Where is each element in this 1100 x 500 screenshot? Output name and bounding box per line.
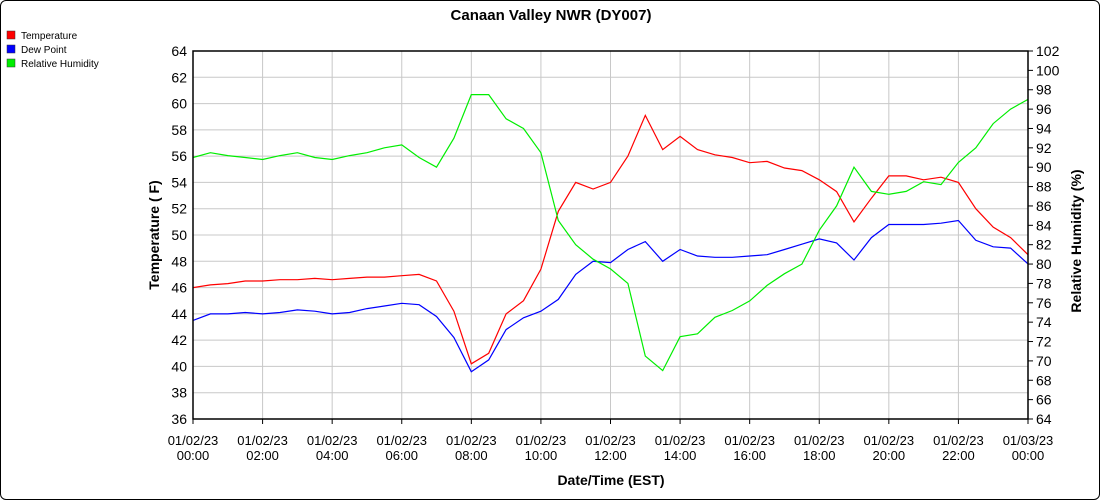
y2-tick-label: 84 (1036, 217, 1052, 233)
x-tick-date: 01/02/23 (446, 433, 497, 448)
legend-swatch (6, 44, 16, 54)
x-tick-time: 14:00 (664, 448, 697, 463)
x-tick-date: 01/02/23 (864, 433, 915, 448)
y2-tick-label: 94 (1036, 120, 1052, 136)
x-tick-date: 01/02/23 (516, 433, 567, 448)
y2-tick-label: 92 (1036, 140, 1052, 156)
x-tick-time: 06:00 (385, 448, 418, 463)
y-tick-label: 58 (171, 122, 187, 138)
x-tick-date: 01/02/23 (376, 433, 427, 448)
legend: Temperature Dew Point Relative Humidity (6, 30, 99, 70)
y-tick-label: 64 (171, 43, 187, 59)
legend-label: Relative Humidity (21, 59, 99, 70)
legend-label: Temperature (21, 31, 78, 42)
x-tick-time: 16:00 (733, 448, 766, 463)
y-tick-label: 52 (171, 201, 187, 217)
x-tick-time: 18:00 (803, 448, 836, 463)
legend-label: Dew Point (21, 45, 67, 56)
y-axis-label: Temperature ( F) (146, 180, 162, 289)
y-tick-label: 56 (171, 148, 187, 164)
y-tick-label: 48 (171, 253, 187, 269)
y2-axis-label: Relative Humidity (%) (1068, 169, 1084, 312)
y2-tick-label: 80 (1036, 256, 1052, 272)
y-tick-label: 62 (171, 69, 187, 85)
x-tick-date: 01/02/23 (237, 433, 288, 448)
y-tick-label: 60 (171, 96, 187, 112)
y2-tick-label: 86 (1036, 198, 1052, 214)
y2-tick-label: 78 (1036, 275, 1052, 291)
y2-tick-label: 102 (1036, 43, 1060, 59)
y2-tick-label: 66 (1036, 392, 1052, 408)
y2-tick-label: 76 (1036, 295, 1052, 311)
grid (192, 50, 1029, 420)
y2-tick-label: 74 (1036, 314, 1052, 330)
y2-tick-label: 98 (1036, 82, 1052, 98)
x-tick-time: 02:00 (246, 448, 279, 463)
y-tick-label: 54 (171, 174, 187, 190)
x-tick-date: 01/02/23 (724, 433, 775, 448)
y2-tick-label: 90 (1036, 159, 1052, 175)
y-tick-label: 42 (171, 332, 187, 348)
y2-tick-label: 100 (1036, 62, 1060, 78)
x-axis-label: Date/Time (EST) (557, 472, 664, 488)
x-tick-time: 20:00 (873, 448, 906, 463)
x-tick-time: 00:00 (1012, 448, 1045, 463)
legend-swatch (6, 30, 16, 40)
y2-tick-label: 96 (1036, 101, 1052, 117)
y2-tick-label: 70 (1036, 353, 1052, 369)
y2-tick-label: 72 (1036, 334, 1052, 350)
series-line-temperature (192, 113, 1029, 365)
x-tick-date: 01/02/23 (168, 433, 219, 448)
axes: 36 38 40 42 44 46 48 50 52 54 56 58 60 62 64 64 66 68 70 72… (168, 43, 1060, 463)
x-tick-date: 01/02/23 (655, 433, 706, 448)
plot-border (192, 50, 1029, 420)
y2-tick-label: 88 (1036, 179, 1052, 195)
y2-tick-label: 64 (1036, 411, 1052, 427)
series-line-dew-point (192, 219, 1029, 373)
y-tick-label: 46 (171, 280, 187, 296)
legend-swatch (6, 58, 16, 68)
y-tick-label: 36 (171, 411, 187, 427)
x-tick-date: 01/02/23 (585, 433, 636, 448)
x-tick-time: 00:00 (177, 448, 210, 463)
y2-tick-label: 68 (1036, 372, 1052, 388)
x-tick-date: 01/02/23 (307, 433, 358, 448)
y-tick-label: 40 (171, 358, 187, 374)
x-tick-date: 01/02/23 (794, 433, 845, 448)
x-tick-time: 22:00 (942, 448, 975, 463)
x-tick-time: 04:00 (316, 448, 349, 463)
x-tick-date: 01/03/23 (1003, 433, 1054, 448)
x-tick-date: 01/02/23 (933, 433, 984, 448)
y-tick-label: 44 (171, 306, 187, 322)
series-line-relative-humidity (192, 93, 1029, 372)
x-tick-time: 10:00 (525, 448, 558, 463)
y-tick-label: 50 (171, 227, 187, 243)
y2-tick-label: 82 (1036, 237, 1052, 253)
chart-title: Canaan Valley NWR (DY007) (451, 7, 652, 24)
x-tick-time: 12:00 (594, 448, 627, 463)
x-tick-time: 08:00 (455, 448, 488, 463)
series-lines (192, 93, 1029, 373)
y-tick-label: 38 (171, 385, 187, 401)
